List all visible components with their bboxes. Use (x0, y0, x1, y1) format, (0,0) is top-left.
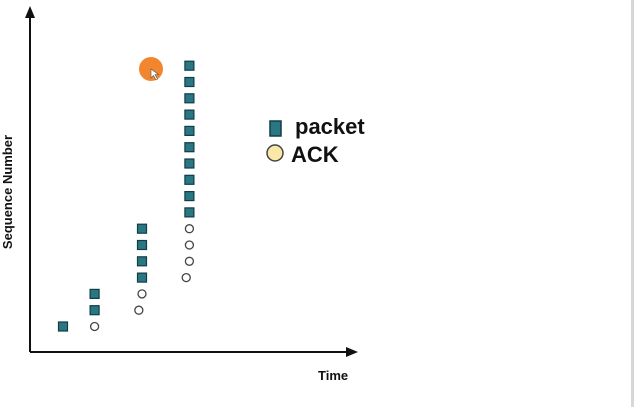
ack-point (184, 224, 195, 234)
packet-point (184, 207, 195, 218)
legend-ack-marker (266, 144, 284, 162)
window-edge (631, 0, 634, 407)
ack-point (184, 240, 195, 250)
packet-point (89, 305, 100, 316)
packet-point (136, 256, 148, 267)
x-axis-arrow (346, 347, 358, 357)
legend-packet-marker (269, 120, 282, 137)
packet-point (184, 93, 195, 104)
ack-point (89, 321, 100, 332)
packet-point (184, 60, 195, 71)
packet-point (184, 76, 195, 88)
ack-point (134, 305, 144, 315)
packet-point (89, 288, 100, 299)
packet-point (184, 174, 195, 185)
packet-point (136, 223, 148, 234)
packet-point (136, 272, 148, 283)
packet-point (184, 158, 195, 169)
ack-point (181, 272, 191, 283)
cursor-arrow-icon (150, 68, 160, 81)
y-axis-label: Sequence Number (0, 135, 15, 249)
ack-point (137, 289, 147, 299)
data-marks (57, 60, 195, 332)
axes (25, 6, 358, 357)
ack-point (184, 256, 195, 266)
packet-point (184, 109, 195, 120)
packet-point (184, 125, 195, 137)
packet-point (57, 321, 69, 332)
mouse-cursor (139, 57, 163, 81)
packet-point (136, 239, 148, 251)
legend-packet-label: packet (295, 114, 365, 139)
x-axis-label: Time (318, 368, 348, 383)
legend: packet ACK (266, 114, 365, 167)
packet-point (184, 142, 195, 153)
y-axis-arrow (25, 6, 35, 18)
legend-ack-label: ACK (291, 142, 339, 167)
packet-point (184, 191, 195, 202)
